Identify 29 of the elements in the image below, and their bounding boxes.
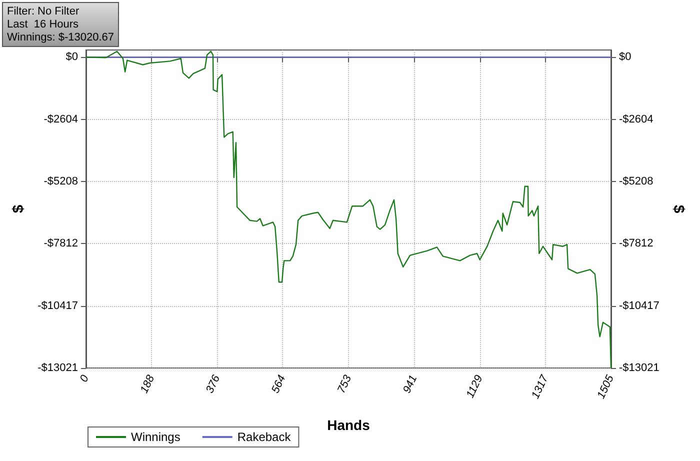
- y2-tick-label: -$10417: [619, 300, 660, 312]
- y2-axis-title: $: [670, 204, 687, 214]
- y-tick-label: -$7812: [44, 238, 78, 250]
- text: Winnings: $-13020.67: [7, 32, 114, 44]
- x-tick-label: 753: [335, 372, 354, 396]
- x-tick-label: 376: [204, 372, 223, 396]
- y2-tick-label: -$13021: [619, 362, 660, 374]
- y-tick-label: -$5208: [44, 175, 78, 188]
- y2-tick-label: -$7812: [619, 238, 654, 250]
- x-axis-title: Hands: [327, 417, 370, 433]
- y2-tick-label: -$2604: [619, 113, 654, 126]
- y-tick-label: -$10417: [38, 300, 78, 312]
- x-tick-label: 1505: [595, 372, 617, 401]
- x-tick-label: 1317: [530, 372, 552, 401]
- y2-tick-label: $0: [619, 51, 632, 64]
- x-tick-label: 941: [401, 373, 420, 396]
- text: Filter: No Filter: [7, 6, 80, 18]
- y-tick-label: -$13021: [38, 362, 78, 374]
- y-tick-label: $0: [66, 51, 78, 64]
- text: Last 16 Hours: [7, 18, 80, 30]
- y-tick-label: -$2604: [44, 113, 78, 126]
- x-tick-label: 564: [270, 373, 288, 396]
- y-axis-title: $: [10, 204, 27, 214]
- y2-tick-label: -$5208: [619, 175, 654, 188]
- x-tick-label: 0: [78, 372, 92, 384]
- x-tick-label: 1129: [464, 373, 486, 400]
- x-tick-label: 188: [138, 372, 158, 396]
- legend-label: Rakeback: [237, 430, 292, 444]
- legend-label: Winnings: [131, 430, 180, 444]
